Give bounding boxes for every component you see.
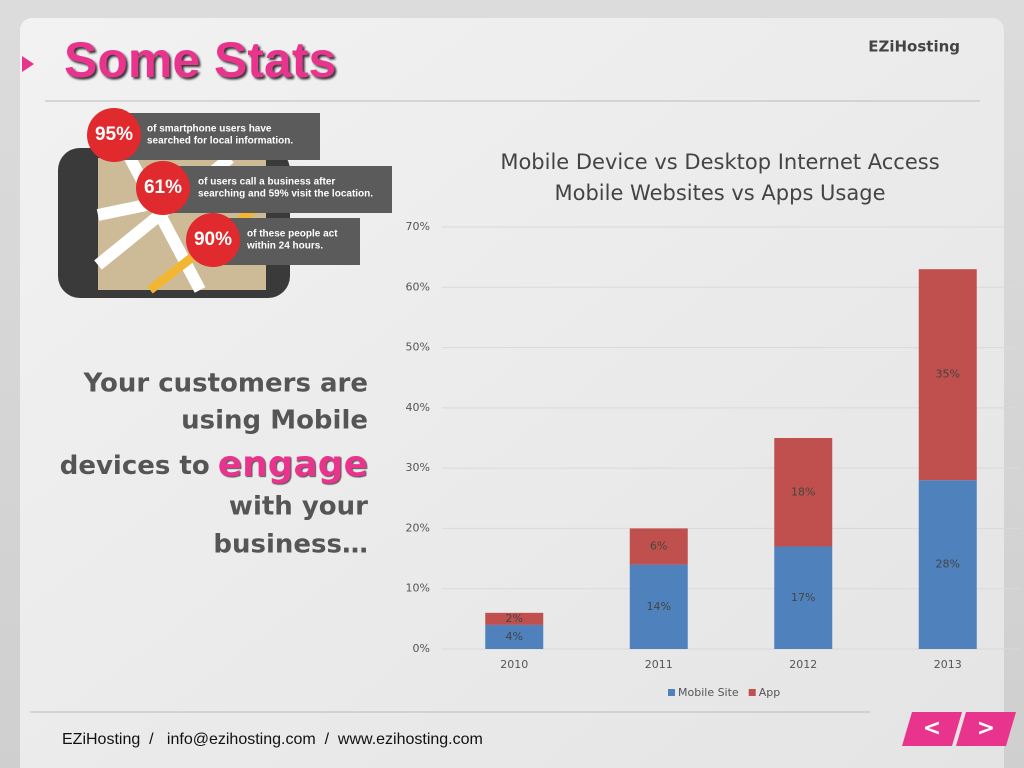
pin [186, 213, 240, 267]
chart-subtitle: Mobile Websites vs Apps Usage [554, 181, 885, 205]
chart: 0% 10% 20% 30% 40% 50% 60% 70% 2010 4% 2% 2011 14% 6%… [406, 220, 1020, 699]
highlight: engage [218, 444, 368, 485]
next-shape[interactable] [956, 712, 1016, 746]
prev-shape[interactable] [902, 712, 962, 746]
bullet [22, 56, 34, 72]
footer: EZiHosting / info@ezihosting.com / www.e… [62, 731, 483, 748]
callout [216, 218, 360, 265]
prev-label[interactable]: < [923, 716, 941, 741]
chart-title: Mobile Device vs Desktop Internet Access [500, 150, 939, 174]
tagline-part: devices to [60, 451, 210, 481]
callout [112, 113, 320, 160]
y-tick-label: 70% [406, 220, 430, 233]
y-tick-label: 50% [406, 341, 430, 354]
stat: 61% [144, 177, 182, 198]
caption: searched for local information. [147, 136, 293, 147]
bar-segment [774, 438, 833, 547]
legend-swatch [668, 689, 675, 696]
bar-segment [629, 528, 688, 565]
y-tick-label: 30% [406, 461, 430, 474]
callout [166, 166, 392, 213]
bar-segment [485, 624, 544, 649]
caption: of smartphone users have [147, 124, 272, 135]
x-tick-label: 2011 [645, 658, 673, 671]
caption: within 24 hours. [246, 241, 323, 252]
bar-segment [774, 546, 833, 649]
bar-segment [918, 269, 977, 481]
value-label: 2% [506, 612, 523, 625]
slide-title: Some Stats [64, 32, 336, 88]
value-label: 35% [936, 368, 960, 381]
bar-segment [918, 480, 977, 649]
legend-label: Mobile Site [678, 686, 739, 699]
value-label: 28% [936, 558, 960, 571]
tagline: devices to engage [60, 444, 368, 485]
tagline: business… [213, 530, 368, 560]
x-tick-label: 2010 [500, 658, 528, 671]
value-label: 17% [791, 591, 815, 604]
y-tick-label: 60% [406, 280, 430, 293]
value-label: 4% [506, 630, 523, 643]
pin [87, 108, 141, 162]
x-tick-label: 2012 [789, 658, 817, 671]
value-label: 18% [791, 485, 815, 498]
y-tick-label: 40% [406, 401, 430, 414]
stat: 90% [194, 229, 232, 250]
legend-swatch [748, 689, 756, 696]
tagline: Your customers are [83, 369, 368, 399]
stat: 95% [95, 124, 133, 145]
value-label: 6% [650, 540, 667, 553]
legend-label: App [759, 686, 781, 699]
bar-segment [485, 612, 544, 625]
brand: EZiHosting [868, 38, 960, 56]
tagline: with your [229, 492, 368, 522]
prev-button[interactable]: < [902, 712, 962, 746]
y-tick-label: 10% [406, 582, 430, 595]
value-label: 14% [647, 600, 671, 613]
caption: of users call a business after [198, 177, 335, 188]
next-button[interactable]: > [956, 712, 1016, 746]
tagline: using Mobile [181, 406, 368, 436]
next-label[interactable]: > [977, 716, 995, 741]
pin [136, 161, 190, 215]
x-tick-label: 2013 [934, 658, 962, 671]
y-tick-label: 20% [406, 521, 430, 534]
caption: searching and 59% visit the location. [198, 189, 373, 200]
caption: of these people act [247, 229, 338, 240]
bar-segment [629, 564, 688, 649]
y-tick-label: 0% [413, 642, 430, 655]
